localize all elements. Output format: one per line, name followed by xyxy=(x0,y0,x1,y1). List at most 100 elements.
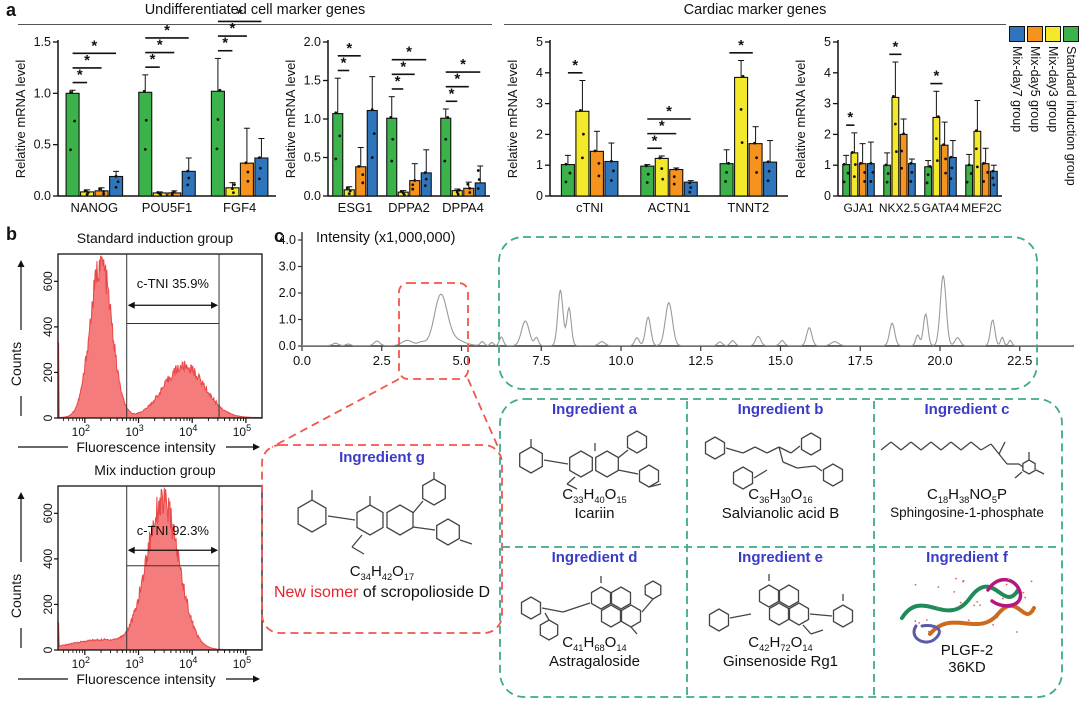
bar xyxy=(948,156,957,197)
bar xyxy=(973,130,982,197)
data-point xyxy=(936,115,940,119)
svg-text:2: 2 xyxy=(824,127,831,141)
data-point xyxy=(928,165,932,168)
ingredient-name: Ginsenoside Rg1 xyxy=(722,653,839,670)
data-point xyxy=(468,186,472,190)
svg-text:0: 0 xyxy=(41,646,55,653)
y-axis-label: Counts xyxy=(8,574,24,618)
data-point xyxy=(672,175,676,179)
ingredient-mass: 36KD xyxy=(948,659,986,676)
bar xyxy=(981,163,990,197)
data-point xyxy=(334,111,338,115)
bar xyxy=(850,152,859,197)
bar xyxy=(842,164,851,197)
data-point xyxy=(975,165,979,169)
svg-text:1.5: 1.5 xyxy=(304,74,321,88)
data-point xyxy=(391,137,395,141)
significance-star: * xyxy=(738,37,744,54)
protein-ribbon-structure xyxy=(900,577,1036,644)
ingredient-formula: C42H72O14 xyxy=(748,634,813,653)
data-point xyxy=(645,181,649,184)
ingredient-g-label: Ingredient g xyxy=(339,449,425,466)
svg-text:2: 2 xyxy=(536,127,543,141)
data-point xyxy=(443,159,447,163)
data-point xyxy=(869,161,873,165)
data-point xyxy=(258,177,261,181)
data-point xyxy=(156,191,160,194)
significance-star: * xyxy=(341,54,347,71)
data-point xyxy=(246,179,250,183)
data-point xyxy=(215,147,219,151)
data-point xyxy=(372,132,376,136)
data-point xyxy=(965,180,969,184)
category-label: ESG1 xyxy=(338,200,373,215)
data-point xyxy=(902,132,906,136)
panel-a-letter: a xyxy=(6,0,17,20)
data-point xyxy=(411,187,415,191)
bar-chart-undifferentiated-2: 0.0 0.5 1.0 1.5 2.0 Relative mRNA level ESG1 DP… xyxy=(283,35,490,215)
data-point xyxy=(399,190,403,193)
data-point xyxy=(871,170,875,174)
bar xyxy=(654,157,669,197)
legend-entry: Mix-day3 group xyxy=(1044,26,1062,186)
data-point xyxy=(401,191,405,195)
data-point xyxy=(949,155,953,159)
data-point xyxy=(884,163,888,167)
data-point xyxy=(646,172,650,176)
data-point xyxy=(455,190,459,194)
significance-star: * xyxy=(933,68,939,85)
data-point xyxy=(73,119,76,123)
svg-text:10.0: 10.0 xyxy=(608,353,633,368)
bar xyxy=(866,163,875,197)
data-point xyxy=(894,150,898,154)
ingredient-formula: C36H30O16 xyxy=(748,486,813,505)
data-point xyxy=(886,172,890,175)
x-axis-label: Fluorescence intensity xyxy=(76,439,215,455)
bar xyxy=(669,168,684,197)
category-label: NKX2.5 xyxy=(879,201,921,215)
data-point xyxy=(644,164,648,168)
bar xyxy=(604,160,619,197)
data-point xyxy=(476,169,480,172)
data-point xyxy=(216,118,220,121)
data-point xyxy=(740,141,744,145)
data-point xyxy=(347,192,351,196)
data-point xyxy=(258,156,261,160)
intensity-label: Intensity (x1,000,000) xyxy=(316,230,455,246)
data-point xyxy=(982,180,986,183)
significance-star: * xyxy=(460,56,466,73)
svg-text:Relative mRNA level: Relative mRNA level xyxy=(505,60,520,179)
flow-histogram-standard: 0 200 400 600 102 103 104 105 c-TNI 35.9% Counts F… xyxy=(8,253,263,455)
data-point xyxy=(581,156,584,160)
data-point xyxy=(218,88,222,92)
ingredient-label: Ingredient a xyxy=(551,401,637,418)
data-point xyxy=(969,172,973,175)
data-point xyxy=(842,162,846,166)
data-point xyxy=(69,148,72,152)
legend-entry: Mix-day7 group xyxy=(1008,26,1026,186)
bar xyxy=(474,182,486,197)
svg-text:3.0: 3.0 xyxy=(279,260,296,274)
data-point xyxy=(767,169,771,173)
data-point xyxy=(172,190,176,194)
ingredient-cell-d: Ingredient d C41H68O14 Astragaloside xyxy=(502,549,687,695)
category-label: NANOG xyxy=(70,200,118,215)
data-point xyxy=(413,179,417,182)
flow-histogram-mix: 0 200 400 600 102 103 104 105 c-TNI 92.3% Counts F… xyxy=(8,485,263,687)
significance-star: * xyxy=(395,73,401,90)
data-point xyxy=(992,183,996,187)
bar xyxy=(65,92,80,197)
gate-label: c-TNI 35.9% xyxy=(137,276,210,291)
bar xyxy=(332,113,344,197)
data-point xyxy=(582,132,585,136)
svg-text:1.0: 1.0 xyxy=(304,112,321,126)
ingredient-name: PLGF-2 xyxy=(940,642,994,659)
molecule-structure-d xyxy=(520,576,661,641)
data-point xyxy=(900,149,904,153)
data-point xyxy=(170,191,174,195)
svg-text:600: 600 xyxy=(41,271,55,291)
molecule-structure-c xyxy=(880,441,1045,479)
data-point xyxy=(689,186,693,189)
significance-star: * xyxy=(406,44,412,61)
data-point xyxy=(114,185,118,189)
